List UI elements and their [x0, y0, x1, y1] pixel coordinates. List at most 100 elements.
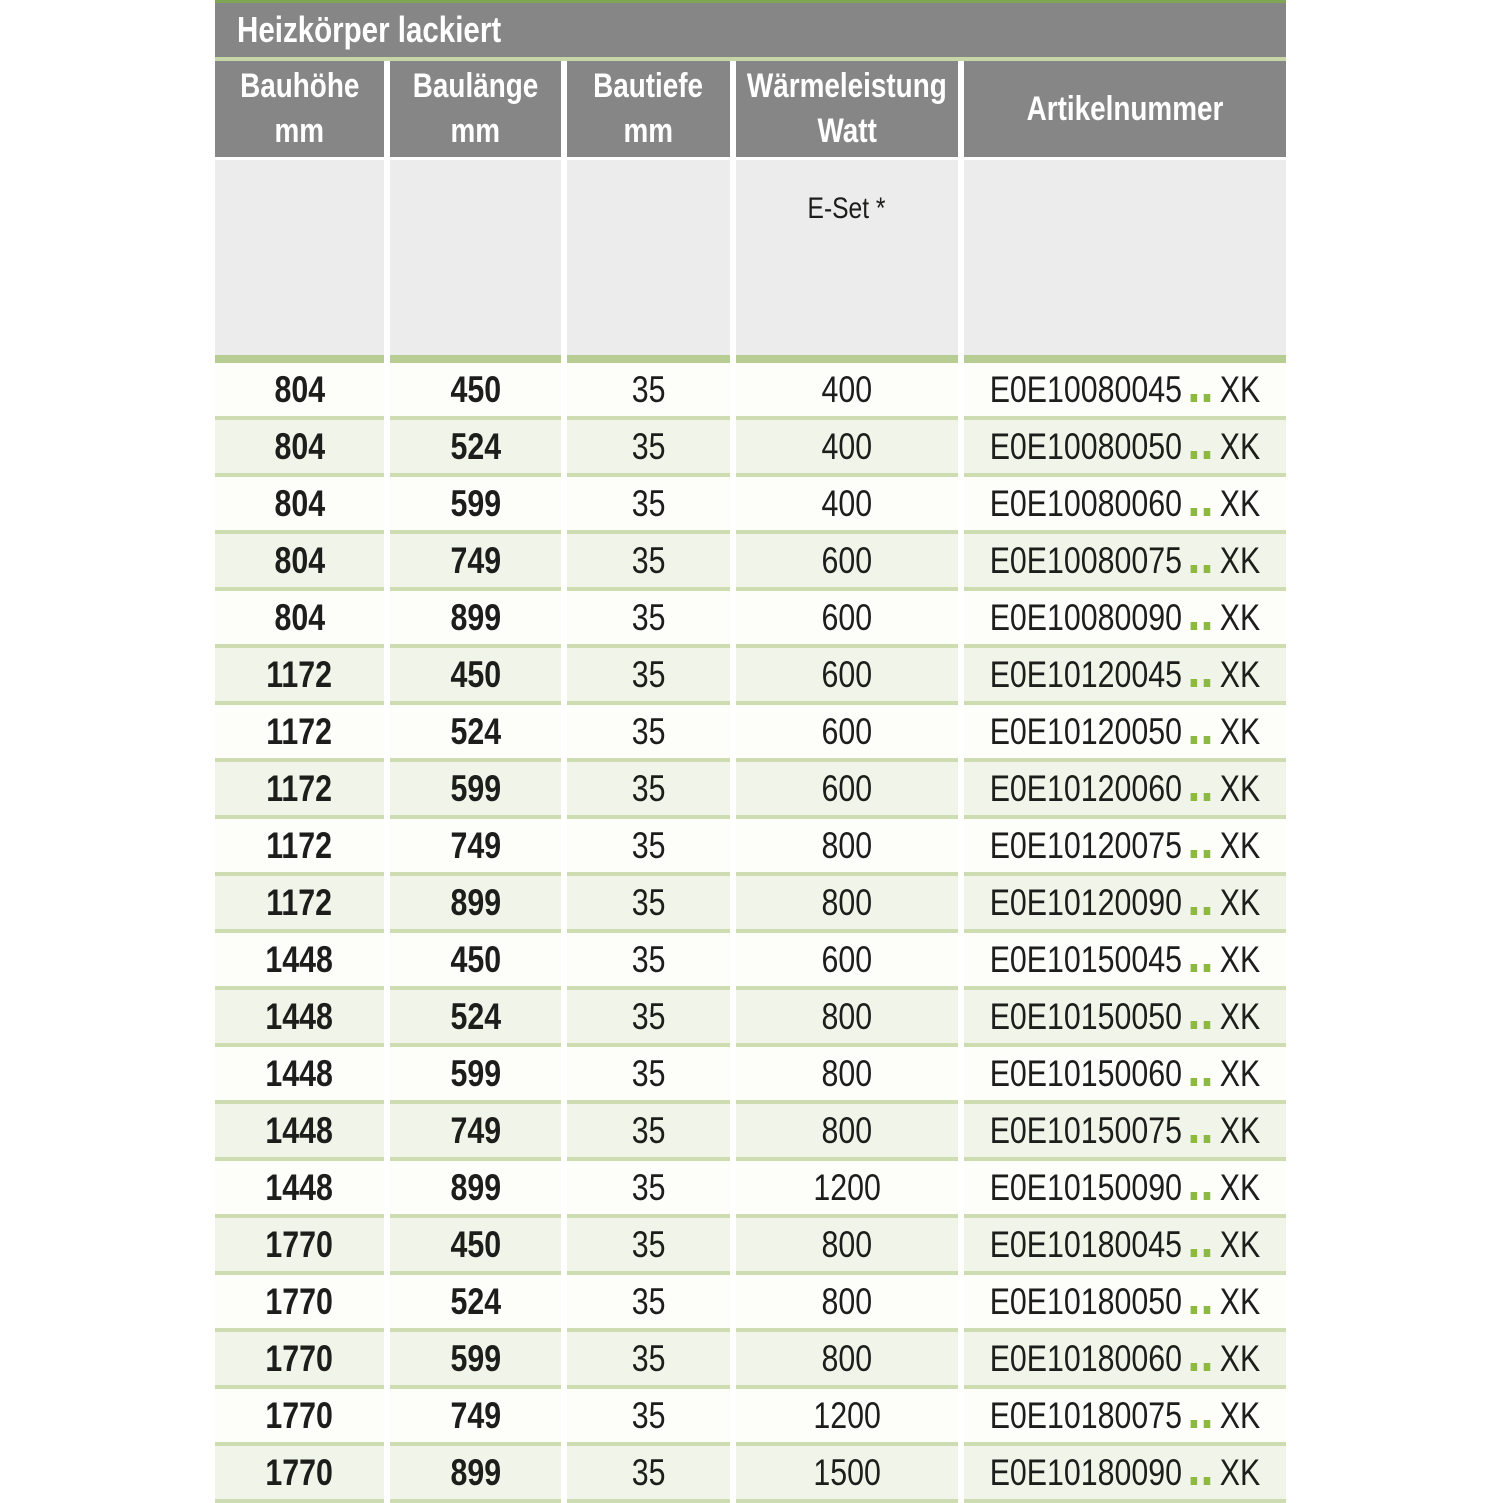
bautiefe-value: 35: [631, 482, 666, 524]
artikel-prefix: E0E10080075: [989, 539, 1183, 581]
header-subheader-gap: [215, 157, 1286, 160]
artikel-suffix: XK: [1219, 1109, 1261, 1151]
artikel-prefix: E0E10120060: [989, 767, 1183, 809]
bautiefe-cell: 35: [567, 990, 730, 1047]
baulaenge-value: 749: [450, 1394, 501, 1436]
bautiefe-cell: 35: [567, 420, 730, 477]
waermeleistung-cell: 400: [736, 363, 958, 420]
bauhoehe-value: 804: [274, 596, 325, 638]
waermeleistung-value: 600: [821, 710, 873, 752]
artikelnummer-cell: E0E10120090 XK: [964, 876, 1286, 933]
waermeleistung-cell: 600: [736, 534, 958, 591]
artikelnummer-cell: E0E10080060 XK: [964, 477, 1286, 534]
table-row: 1448 599 35 800 E0E10150060 XK: [215, 1047, 1286, 1104]
bautiefe-cell: 35: [567, 477, 730, 534]
waermeleistung-value: 1500: [813, 1451, 881, 1493]
baulaenge-value: 599: [450, 1337, 501, 1379]
bauhoehe-value: 1172: [266, 824, 333, 866]
bauhoehe-value: 1770: [265, 1223, 334, 1265]
artikelnummer-value: E0E10120090 XK: [990, 882, 1261, 924]
artikel-prefix: E0E10080090: [989, 596, 1183, 638]
bauhoehe-cell: 1448: [215, 933, 384, 990]
artikelnummer-cell: E0E10180045 XK: [964, 1218, 1286, 1275]
bautiefe-cell: 35: [567, 876, 730, 933]
data-section-top-line: [215, 355, 1286, 363]
bauhoehe-cell: 1172: [215, 876, 384, 933]
artikel-dot-icon: [1190, 393, 1197, 402]
product-spec-table: Heizkörper lackiert Bauhöhe mm Baulänge …: [215, 0, 1286, 1503]
artikelnummer-cell: E0E10120075 XK: [964, 819, 1286, 876]
baulaenge-cell: 599: [390, 1332, 561, 1389]
table-row: 1448 524 35 800 E0E10150050 XK: [215, 990, 1286, 1047]
baulaenge-value: 749: [450, 824, 501, 866]
header-bautiefe: Bautiefe mm: [567, 61, 730, 157]
bauhoehe-cell: 1770: [215, 1218, 384, 1275]
artikel-dot-icon: [1190, 1134, 1197, 1143]
bautiefe-cell: 35: [567, 1104, 730, 1161]
bauhoehe-cell: 1770: [215, 1332, 384, 1389]
bautiefe-value: 35: [631, 1337, 666, 1379]
waermeleistung-cell: 800: [736, 1332, 958, 1389]
table-row: 1770 450 35 800 E0E10180045 XK: [215, 1218, 1286, 1275]
table-row: 804 899 35 600 E0E10080090 XK: [215, 591, 1286, 648]
waermeleistung-value: 400: [821, 482, 873, 524]
baulaenge-cell: 749: [390, 1104, 561, 1161]
artikel-dot-icon: [1203, 792, 1210, 801]
baulaenge-value: 599: [450, 482, 501, 524]
subheader-bauhoehe-cell: [215, 160, 384, 355]
waermeleistung-cell: 1200: [736, 1389, 958, 1446]
artikelnummer-cell: E0E10150090 XK: [964, 1161, 1286, 1218]
artikelnummer-value: E0E10120045 XK: [990, 654, 1261, 696]
artikelnummer-cell: E0E10180075 XK: [964, 1389, 1286, 1446]
artikel-dot-icon: [1190, 1248, 1197, 1257]
bauhoehe-cell: 804: [215, 477, 384, 534]
baulaenge-value: 450: [450, 653, 501, 695]
waermeleistung-cell: 600: [736, 591, 958, 648]
waermeleistung-value: 600: [821, 539, 873, 581]
bauhoehe-cell: 804: [215, 420, 384, 477]
bautiefe-cell: 35: [567, 1446, 730, 1503]
header-artikelnummer-label: Artikelnummer: [1026, 89, 1224, 128]
artikelnummer-cell: E0E10120045 XK: [964, 648, 1286, 705]
baulaenge-value: 749: [450, 539, 501, 581]
artikelnummer-value: E0E10180060 XK: [990, 1338, 1261, 1380]
artikel-suffix: XK: [1219, 1166, 1261, 1208]
artikelnummer-value: E0E10080060 XK: [990, 483, 1261, 525]
waermeleistung-cell: 1500: [736, 1446, 958, 1503]
baulaenge-value: 749: [450, 1109, 501, 1151]
artikel-dot-icon: [1190, 450, 1197, 459]
header-bauhoehe-unit: mm: [274, 112, 325, 150]
table-row: 1770 899 35 1500 E0E10180090 XK: [215, 1446, 1286, 1503]
bauhoehe-value: 1172: [266, 710, 333, 752]
waermeleistung-value: 600: [821, 596, 873, 638]
waermeleistung-cell: 1200: [736, 1161, 958, 1218]
artikel-suffix: XK: [1219, 710, 1261, 752]
bautiefe-value: 35: [631, 1223, 666, 1265]
waermeleistung-cell: 800: [736, 1275, 958, 1332]
artikel-prefix: E0E10180045: [989, 1223, 1183, 1265]
artikelnummer-value: E0E10150060 XK: [990, 1053, 1261, 1095]
artikel-prefix: E0E10180090: [989, 1451, 1183, 1493]
artikel-dot-icon: [1190, 792, 1197, 801]
header-baulaenge-unit: mm: [450, 112, 501, 150]
baulaenge-value: 524: [450, 425, 501, 467]
artikel-dot-icon: [1190, 963, 1197, 972]
artikel-suffix: XK: [1219, 368, 1261, 410]
bautiefe-cell: 35: [567, 1218, 730, 1275]
baulaenge-value: 599: [450, 767, 501, 809]
artikel-dot-icon: [1203, 963, 1210, 972]
artikel-suffix: XK: [1219, 425, 1261, 467]
artikel-suffix: XK: [1219, 824, 1261, 866]
artikelnummer-cell: E0E10120050 XK: [964, 705, 1286, 762]
waermeleistung-cell: 400: [736, 477, 958, 534]
artikel-suffix: XK: [1219, 1394, 1261, 1436]
artikel-dot-icon: [1203, 1248, 1210, 1257]
bauhoehe-value: 1172: [266, 653, 333, 695]
artikelnummer-value: E0E10120060 XK: [990, 768, 1261, 810]
table-row: 1172 599 35 600 E0E10120060 XK: [215, 762, 1286, 819]
artikel-prefix: E0E10180050: [989, 1280, 1183, 1322]
bauhoehe-value: 1770: [265, 1337, 334, 1379]
artikel-prefix: E0E10150090: [989, 1166, 1183, 1208]
artikelnummer-cell: E0E10080075 XK: [964, 534, 1286, 591]
e-set-label: E-Set *: [808, 192, 886, 225]
